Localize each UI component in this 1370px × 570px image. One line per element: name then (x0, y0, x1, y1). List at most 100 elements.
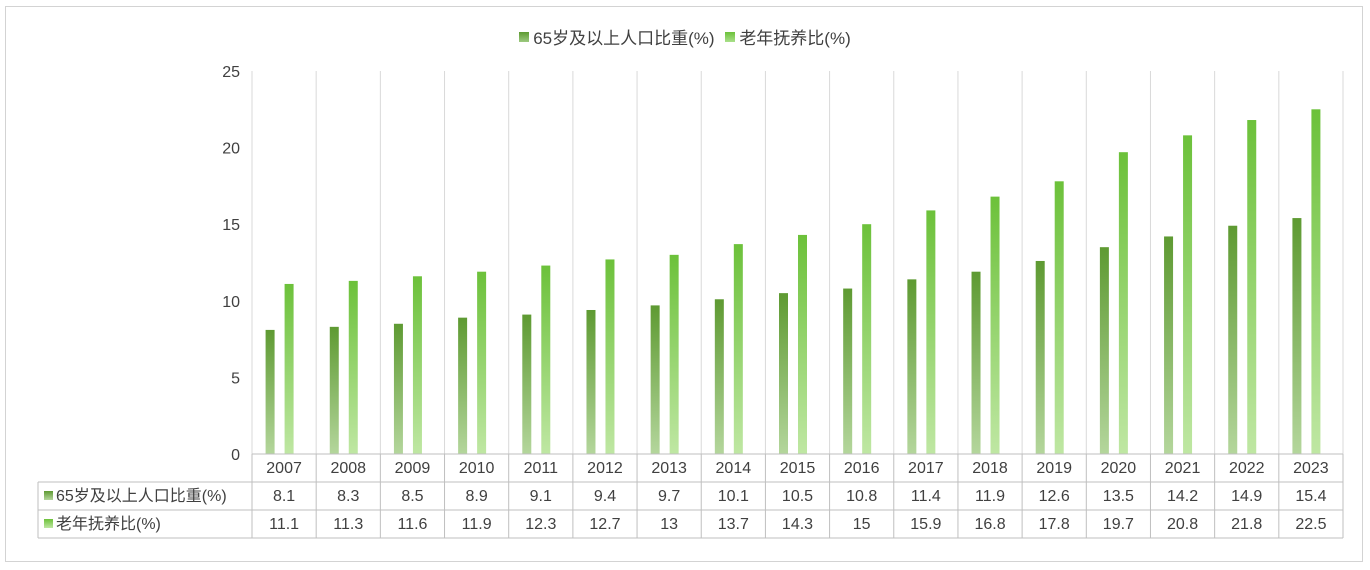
table-cell-value: 15.9 (910, 516, 941, 533)
table-cell-value: 9.4 (594, 488, 616, 505)
table-row-label-series-1: 65岁及以上人口比重(%) (56, 487, 227, 505)
table-cell-value: 11.3 (333, 516, 363, 533)
legend-swatch-series-1 (519, 31, 530, 42)
x-category-label: 2014 (716, 460, 752, 477)
bar-series-2 (348, 280, 358, 454)
bar-series-1 (650, 305, 660, 454)
table-cell-value: 15 (853, 516, 871, 533)
bar-series-1 (522, 314, 532, 454)
bar-series-1 (393, 323, 403, 454)
table-cell-value: 13.7 (718, 516, 749, 533)
x-category-label: 2009 (395, 460, 431, 477)
y-tick-label: 10 (222, 294, 240, 311)
table-cell-value: 14.3 (782, 516, 813, 533)
table-legend-swatch-series-1 (44, 491, 53, 500)
table-cell-value: 8.3 (337, 488, 359, 505)
table-cell-value: 9.1 (530, 488, 552, 505)
table-row-label-series-2: 老年抚养比(%) (56, 515, 161, 533)
bar-series-1 (1035, 260, 1045, 454)
legend-item-series-1: 65岁及以上人口比重(%) (519, 24, 715, 49)
table-cell-value: 21.8 (1231, 516, 1262, 533)
table-cell-value: 11.9 (462, 516, 492, 533)
x-category-label: 2018 (972, 460, 1008, 477)
table-cell-value: 8.1 (273, 488, 295, 505)
y-tick-label: 0 (231, 447, 240, 464)
bar-series-2 (1118, 152, 1128, 455)
bar-series-1 (907, 279, 917, 454)
bar-series-1 (971, 271, 981, 454)
table-cell-value: 17.8 (1039, 516, 1070, 533)
legend-label-series-2: 老年抚养比(%) (739, 29, 851, 48)
table-cell-value: 10.1 (718, 488, 749, 505)
bar-series-1 (714, 299, 724, 454)
legend-swatch-series-2 (725, 31, 736, 42)
table-cell-value: 13.5 (1103, 488, 1134, 505)
bar-series-1 (586, 309, 596, 454)
data-table: 2007 2008 2009 2010 2011 2012 2013 2014 2015 2016… (37, 453, 1344, 539)
x-category-label: 2017 (908, 460, 944, 477)
table-cell-value: 11.6 (397, 516, 427, 533)
bar-series-2 (862, 224, 872, 454)
table-cell-value: 16.8 (974, 516, 1005, 533)
table-cell-value: 13 (660, 516, 678, 533)
y-tick-label: 20 (222, 141, 240, 158)
chart-frame (5, 6, 1363, 562)
table-cell-value: 14.2 (1167, 488, 1198, 505)
legend: 65岁及以上人口比重(%) 老年抚养比(%) (0, 24, 1370, 49)
bar-series-2 (1054, 181, 1064, 454)
table-cell-value: 10.8 (846, 488, 877, 505)
bar-series-1 (458, 317, 468, 454)
table-cell-value: 12.3 (525, 516, 556, 533)
y-tick-label: 25 (222, 64, 240, 81)
x-category-label: 2023 (1293, 460, 1329, 477)
bar-series-1 (1164, 236, 1174, 454)
table-cell-value: 19.7 (1103, 516, 1134, 533)
bar-series-1 (265, 329, 275, 454)
bar-series-2 (605, 259, 615, 454)
table-cell-value: 11.4 (911, 488, 941, 505)
x-category-label: 2015 (780, 460, 816, 477)
bar-series-1 (1099, 247, 1109, 454)
table-cell-value: 9.7 (658, 488, 680, 505)
table-cell-value: 10.5 (782, 488, 813, 505)
table-cell-value: 12.6 (1039, 488, 1070, 505)
x-category-label: 2011 (524, 460, 559, 477)
x-category-label: 2007 (266, 460, 302, 477)
x-category-label: 2021 (1165, 460, 1201, 477)
bar-series-1 (779, 293, 788, 454)
x-category-label: 2008 (330, 460, 366, 477)
table-cell-value: 20.8 (1167, 516, 1198, 533)
table-cell-value: 15.4 (1295, 488, 1326, 505)
y-tick-label: 5 (231, 370, 240, 387)
bar-series-2 (1183, 135, 1193, 454)
bar-series-2 (412, 276, 422, 454)
bar-series-2 (669, 254, 679, 454)
grid-layer (251, 71, 1344, 454)
table-cell-value: 8.9 (465, 488, 487, 505)
y-tick-label: 15 (222, 217, 240, 234)
x-category-label: 2013 (651, 460, 687, 477)
table-cell-value: 14.9 (1231, 488, 1262, 505)
legend-label-series-1: 65岁及以上人口比重(%) (533, 29, 715, 48)
x-category-label: 2022 (1229, 460, 1265, 477)
bar-series-2 (1311, 109, 1321, 455)
x-category-label: 2012 (587, 460, 623, 477)
table-cell-value: 11.9 (975, 488, 1005, 505)
x-category-label: 2016 (844, 460, 880, 477)
bar-series-2 (284, 283, 294, 454)
bar-series-1 (1228, 225, 1238, 454)
bar-series-2 (541, 265, 551, 454)
bar-series-2 (798, 234, 807, 454)
bar-series-2 (477, 271, 487, 454)
bar-series-1 (329, 326, 339, 454)
table-cell-value: 11.1 (269, 516, 299, 533)
bar-series-2 (926, 210, 936, 454)
table-cell-value: 22.5 (1295, 516, 1326, 533)
bar-series-2 (1247, 120, 1257, 455)
table-cell-value: 12.7 (589, 516, 620, 533)
bar-series-2 (990, 196, 1000, 454)
bar-series-1 (843, 288, 853, 454)
table-legend-swatch-series-2 (44, 519, 53, 528)
bar-series-2 (733, 244, 743, 454)
